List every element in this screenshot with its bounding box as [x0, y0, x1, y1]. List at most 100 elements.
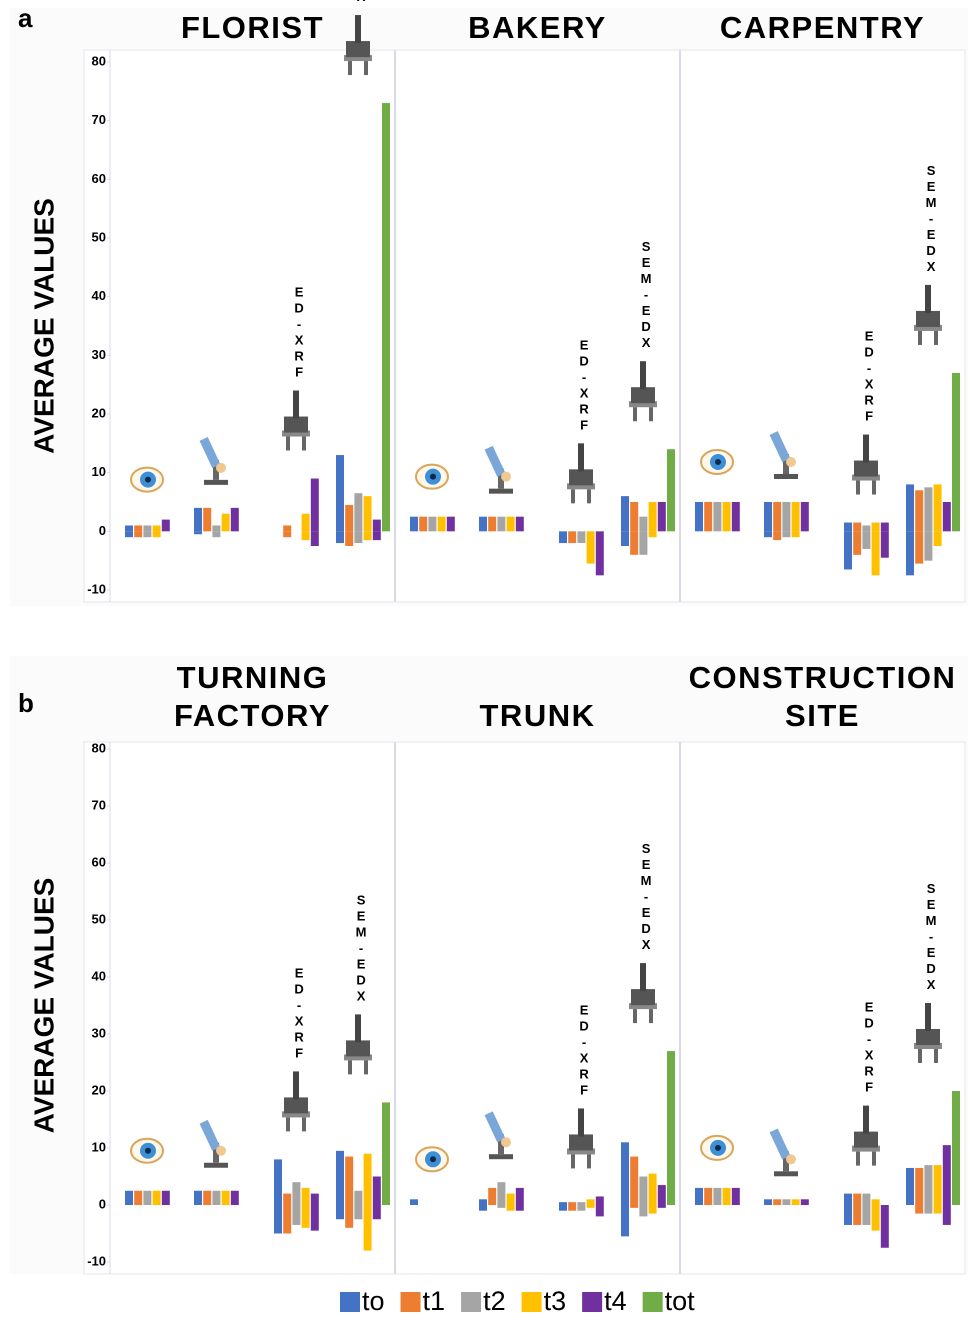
- body: [284, 1097, 308, 1113]
- column: [578, 1108, 584, 1136]
- body: [569, 469, 593, 485]
- base: [489, 489, 513, 494]
- legs2: [649, 407, 653, 421]
- bar: [862, 1194, 870, 1205]
- negative-bar: [283, 531, 291, 537]
- bar: [915, 490, 923, 531]
- eye-icon: [131, 468, 163, 492]
- bar: [934, 1165, 942, 1205]
- bar: [952, 1091, 960, 1205]
- negative-bar: [568, 1205, 576, 1211]
- bar: [292, 1182, 300, 1205]
- y-tick-label: 20: [92, 405, 106, 420]
- y-tick-label: 60: [92, 854, 106, 869]
- y-tick-label: 30: [92, 347, 106, 362]
- bar: [704, 1188, 712, 1205]
- method-label: SEM-EDX: [639, 841, 654, 953]
- method-label: SEM-EDX: [354, 0, 369, 5]
- legs2: [364, 61, 368, 75]
- bar: [649, 502, 657, 531]
- bar: [364, 1154, 372, 1205]
- base: [204, 480, 228, 485]
- bar: [153, 525, 161, 531]
- negative-bar: [853, 1205, 861, 1225]
- negative-bar: [782, 531, 790, 537]
- bar: [732, 1188, 740, 1205]
- group-title: TURNING: [177, 660, 329, 695]
- legs: [571, 1154, 575, 1168]
- legend-label: t4: [604, 1286, 627, 1316]
- legend-swatch: [401, 1292, 421, 1312]
- y-tick-label: 0: [99, 1196, 106, 1211]
- body: [916, 1029, 940, 1045]
- bar: [915, 1168, 923, 1205]
- negative-bar: [764, 531, 772, 537]
- bar: [373, 520, 381, 532]
- negative-bar: [559, 1205, 567, 1211]
- bar: [345, 1157, 353, 1205]
- bar: [194, 1191, 202, 1205]
- eye-pupil: [145, 477, 151, 483]
- bar: [231, 508, 239, 531]
- legend-label: tot: [665, 1286, 696, 1316]
- column: [863, 1106, 869, 1134]
- body: [346, 1040, 370, 1056]
- body: [854, 1132, 878, 1148]
- y-tick-label: 70: [92, 797, 106, 812]
- bar: [354, 1191, 362, 1205]
- bar: [577, 1202, 585, 1205]
- legs2: [872, 481, 876, 495]
- bar: [479, 517, 487, 532]
- method-label: ED-XRF: [577, 337, 592, 433]
- bar: [194, 508, 202, 531]
- bar: [906, 484, 914, 531]
- bar: [507, 517, 515, 532]
- y-tick-label: 40: [92, 288, 106, 303]
- negative-bar: [559, 531, 567, 543]
- group-title: TRUNK: [480, 698, 596, 733]
- negative-bar: [862, 531, 870, 549]
- bar: [125, 525, 133, 531]
- legend-label: to: [362, 1286, 385, 1316]
- y-tick-label: 40: [92, 968, 106, 983]
- negative-bar: [143, 531, 151, 537]
- negative-bar: [621, 531, 629, 546]
- bar: [516, 1188, 524, 1205]
- negative-bar: [125, 531, 133, 537]
- y-tick-label: 20: [92, 1082, 106, 1097]
- bar: [134, 1191, 142, 1205]
- body: [569, 1134, 593, 1150]
- bar: [162, 520, 170, 532]
- y-tick-label: 50: [92, 911, 106, 926]
- bar: [373, 1177, 381, 1206]
- column: [355, 15, 361, 43]
- negative-bar: [134, 531, 142, 537]
- bar: [713, 1188, 721, 1205]
- negative-bar: [881, 1205, 889, 1248]
- base: [774, 1171, 798, 1176]
- negative-bar: [212, 531, 220, 537]
- method-label: ED-XRF: [862, 329, 877, 425]
- bar: [782, 502, 790, 531]
- legs: [633, 407, 637, 421]
- y-axis-label: AVERAGE VALUES: [28, 878, 59, 1134]
- bar: [222, 1191, 230, 1205]
- group-title: BAKERY: [468, 10, 607, 45]
- legs: [286, 1117, 290, 1131]
- column: [925, 285, 931, 313]
- legs2: [872, 1152, 876, 1166]
- legs2: [649, 1009, 653, 1023]
- bar: [773, 1199, 781, 1205]
- bar: [952, 373, 960, 531]
- negative-bar: [354, 1205, 362, 1219]
- stage: [786, 1154, 796, 1164]
- column: [355, 1014, 361, 1042]
- bar: [382, 103, 390, 531]
- negative-bar: [844, 531, 852, 569]
- negative-bar: [639, 1205, 647, 1216]
- legend-swatch: [461, 1292, 481, 1312]
- legend-swatch: [582, 1292, 602, 1312]
- negative-bar: [354, 531, 362, 543]
- negative-bar: [507, 1205, 515, 1211]
- bar: [667, 1051, 675, 1205]
